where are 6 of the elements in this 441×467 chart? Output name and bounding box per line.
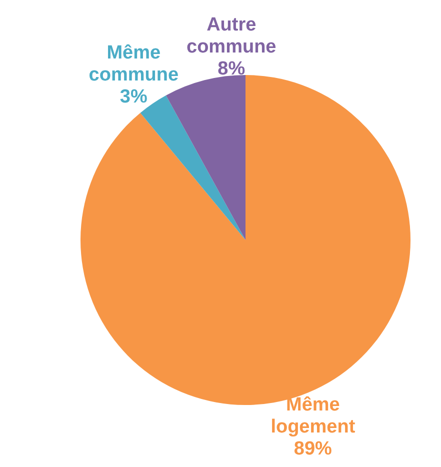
data-label: 3% <box>120 86 148 108</box>
data-label: 89% <box>294 438 332 460</box>
slice-label: Même logement <box>270 394 356 438</box>
slice-label: Autre commune <box>186 14 276 58</box>
data-label: 8% <box>218 58 246 80</box>
slice-label: Même commune <box>88 42 179 86</box>
